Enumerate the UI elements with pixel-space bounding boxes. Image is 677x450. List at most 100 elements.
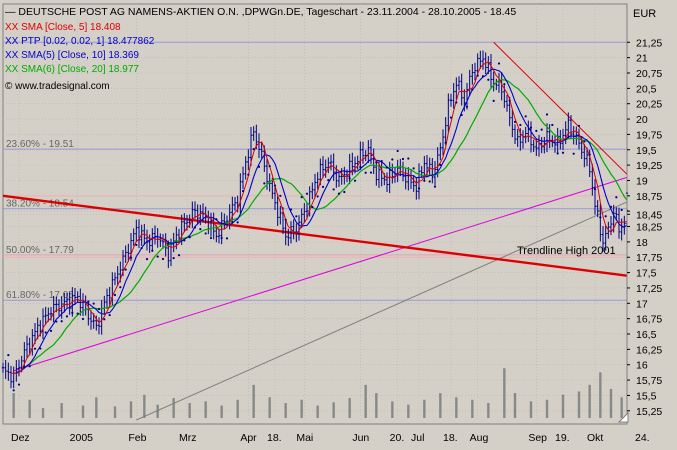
y-tick-label-1: 15,5 xyxy=(636,390,657,402)
ptp-dot-202 xyxy=(540,128,543,131)
ptp-dot-112 xyxy=(300,196,303,199)
ptp-dot-212 xyxy=(567,136,570,139)
legend-item-0: XX SMA [Close, 5] 18.408 xyxy=(5,22,121,33)
x-tick-label-5: 18. xyxy=(267,432,282,444)
x-tick-label-13: 19. xyxy=(555,432,570,444)
y-tick-label-9: 17,5 xyxy=(636,268,657,280)
indicator-layer xyxy=(7,61,629,392)
ptp-dot-222 xyxy=(593,188,597,191)
ptp-dot-50 xyxy=(135,243,138,246)
ptp-dot-10 xyxy=(28,365,31,368)
volume-bar-12 xyxy=(204,401,207,418)
volume-bar-16 xyxy=(268,397,271,418)
ptp-dot-124 xyxy=(332,188,335,191)
ptp-dot-178 xyxy=(476,74,479,77)
currency-label: EUR xyxy=(633,8,656,20)
trendline-high-2001 xyxy=(2,194,628,277)
ptp-dot-196 xyxy=(524,115,527,118)
support-line-2 xyxy=(493,41,628,175)
y-tick-label-20: 20 xyxy=(636,114,648,126)
volume-bar-25 xyxy=(407,404,410,418)
ptp-dot-16 xyxy=(44,331,47,334)
ptp-dot-102 xyxy=(273,184,277,187)
ptp-dot-208 xyxy=(556,152,559,155)
ptp-dot-168 xyxy=(449,116,453,119)
ptp-dot-108 xyxy=(289,208,293,211)
x-tick-label-3: Mrz xyxy=(179,432,197,444)
ptp-dot-56 xyxy=(151,249,154,252)
ptp-dot-2 xyxy=(7,354,10,357)
x-tick-label-6: Mai xyxy=(296,432,313,444)
ptp-dot-96 xyxy=(257,165,261,168)
y-tick-label-24: 21 xyxy=(636,53,648,65)
ptp-dot-218 xyxy=(583,140,586,143)
ptp-dot-92 xyxy=(247,173,250,176)
sma20-line xyxy=(23,79,628,369)
x-tick-label-11: Aug xyxy=(470,432,489,444)
x-tick-label-7: Jun xyxy=(352,432,369,444)
ptp-dot-228 xyxy=(609,205,613,208)
volume-bar-21 xyxy=(348,398,351,418)
ptp-dot-74 xyxy=(199,228,202,231)
volume-bar-34 xyxy=(545,399,549,418)
volume-bar-37 xyxy=(588,384,591,418)
volume-bar-38 xyxy=(599,372,602,418)
ptp-dot-232 xyxy=(620,208,623,211)
ptp-dot-98 xyxy=(263,182,266,185)
ptp-dot-22 xyxy=(60,320,63,323)
ptp-dot-146 xyxy=(391,158,394,161)
ptp-dot-158 xyxy=(423,179,426,182)
ptp-dot-44 xyxy=(119,286,122,289)
volume-bar-17 xyxy=(284,403,287,418)
ptp-dot-68 xyxy=(183,239,186,242)
volume-bar-23 xyxy=(375,393,378,418)
ptp-dot-136 xyxy=(364,171,367,174)
ptp-dot-162 xyxy=(433,185,437,188)
ptp-dot-200 xyxy=(535,129,538,132)
ptp-dot-72 xyxy=(193,226,197,229)
y-tick-label-10: 17,75 xyxy=(636,252,662,264)
volume-bar-1 xyxy=(28,399,31,418)
y-tick-label-13: 18,45 xyxy=(636,209,662,221)
ptp-dot-230 xyxy=(615,196,618,199)
x-tick-label-9: Jul xyxy=(411,432,424,444)
x-tick-label-14: Okt xyxy=(587,432,603,444)
ptp-dot-152 xyxy=(407,157,410,160)
y-tick-label-12: 18,25 xyxy=(636,222,662,234)
ptp-dot-116 xyxy=(311,205,314,209)
volume-bar-13 xyxy=(220,405,223,418)
support-line-1 xyxy=(136,201,628,421)
volume-bar-9 xyxy=(156,404,159,418)
volume-bar-30 xyxy=(487,403,490,418)
volume-bar-11 xyxy=(188,403,191,418)
ptp-dot-64 xyxy=(172,257,175,260)
ptp-dot-4 xyxy=(12,389,15,392)
y-tick-label-4: 16,25 xyxy=(636,344,662,356)
ptp-dot-140 xyxy=(375,161,378,164)
ptp-dot-172 xyxy=(460,113,463,117)
chart-title: — DEUTSCHE POST AG NAMENS-AKTIEN O.N. ,D… xyxy=(5,6,516,18)
volume-bar-8 xyxy=(143,394,146,418)
ptp-dot-46 xyxy=(124,268,127,271)
ptp-dot-114 xyxy=(305,192,309,195)
ptp-dot-70 xyxy=(188,236,191,239)
ptp-dot-94 xyxy=(252,147,255,151)
trendline-layer: Trendline High 2001 xyxy=(2,41,628,421)
y-tick-label-3: 16 xyxy=(636,360,648,372)
ptp-dot-126 xyxy=(337,192,341,195)
ptp-dot-86 xyxy=(231,221,234,224)
trendline-label: Trendline High 2001 xyxy=(517,245,616,257)
ptp-dot-194 xyxy=(519,123,522,127)
y-tick-label-17: 19,25 xyxy=(636,160,662,172)
y-tick-label-2: 15,75 xyxy=(636,375,662,387)
volume-bar-7 xyxy=(129,401,133,418)
volume-bar-24 xyxy=(391,401,394,418)
volume-bar-10 xyxy=(172,398,175,418)
ptp-dot-210 xyxy=(561,151,565,154)
ptp-dot-30 xyxy=(81,317,85,321)
legend-item-1: XX PTP [0.02, 0.02, 1] 18.477862 xyxy=(5,36,155,47)
x-tick-label-15: 24. xyxy=(635,432,650,444)
x-tick-label-8: 20. xyxy=(390,432,405,444)
y-tick-label-8: 17,25 xyxy=(636,283,662,295)
ptp-dot-204 xyxy=(545,113,549,116)
